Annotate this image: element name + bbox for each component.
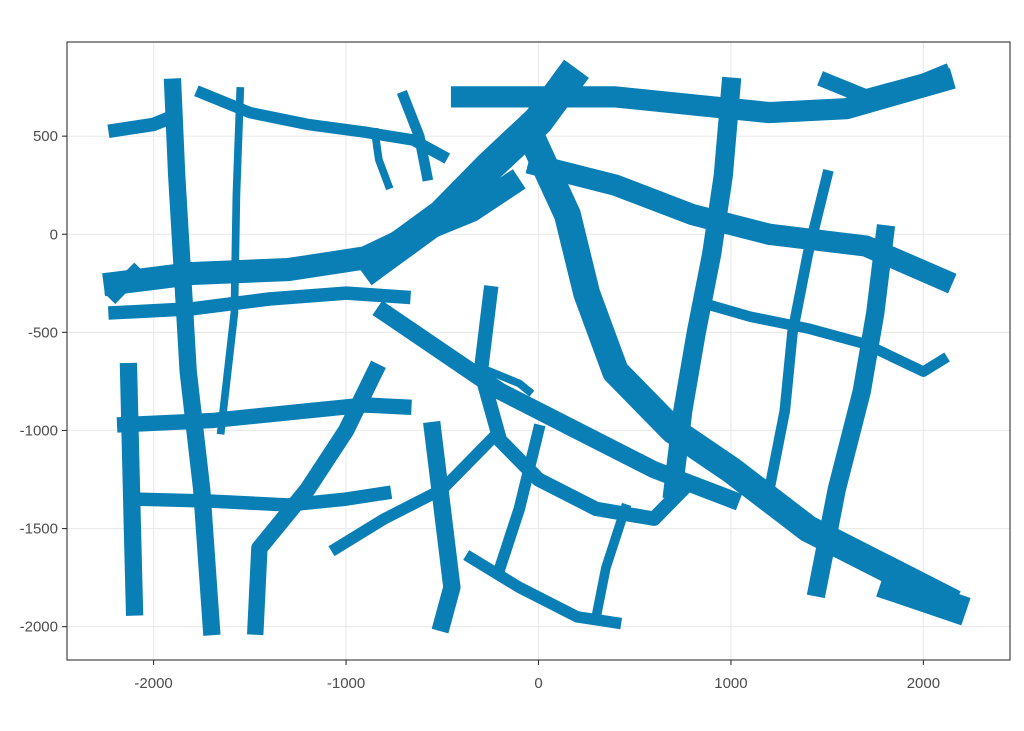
- road-r-south-east-vertical: [590, 502, 632, 623]
- road-r-far-west-vertical: [119, 362, 144, 616]
- road-r-west-vertical-1: [163, 78, 221, 636]
- road-r-west-upper-left-block: [104, 262, 146, 304]
- road-r-center-diagonal-down: [520, 134, 961, 616]
- road-r-south-vertical: [423, 420, 461, 634]
- x-tick-label: 2000: [907, 675, 940, 692]
- x-tick-label: -2000: [134, 675, 172, 692]
- y-tick-label: -1500: [20, 521, 58, 538]
- road-r-hook-center: [485, 366, 535, 397]
- road-r-south-curve-left: [247, 360, 386, 636]
- y-tick-label: -1000: [20, 422, 58, 439]
- road-r-south-center-vertical: [492, 423, 546, 576]
- road-r-west-lower-horizontal: [108, 286, 411, 320]
- road-r-curve-center: [473, 285, 693, 526]
- road-r-south-diagonal-1: [328, 432, 499, 557]
- y-tick-label: 500: [33, 128, 58, 145]
- y-tick-label: 0: [50, 226, 58, 243]
- x-tick-label: -1000: [327, 675, 365, 692]
- axes: -2000 -1000 0 1000 2000 -2000 -1500 -1000 -500 0 5…: [20, 128, 940, 692]
- road-r-right-vertical-3: [806, 224, 896, 599]
- road-r-east-middle-horizontal: [695, 296, 950, 377]
- y-tick-label: -2000: [20, 619, 58, 636]
- x-tick-label: 1000: [714, 675, 747, 692]
- road-r-top-long-horizontal: [450, 68, 956, 124]
- road-r-west-vertical-2: [216, 87, 245, 435]
- road-r-north-fork: [396, 90, 434, 182]
- road-r-top-right-connector: [817, 63, 953, 105]
- road-r-north-spur: [370, 127, 394, 191]
- road-r-mid-horizontal-west: [116, 397, 412, 433]
- road-r-central-left-diagonal: [372, 300, 743, 511]
- road-r-se-corner-block: [876, 569, 971, 626]
- road-r-right-vertical-2: [763, 168, 834, 496]
- road-network-layer: [102, 59, 971, 636]
- y-tick-label: -500: [28, 324, 58, 341]
- x-tick-label: 0: [534, 675, 542, 692]
